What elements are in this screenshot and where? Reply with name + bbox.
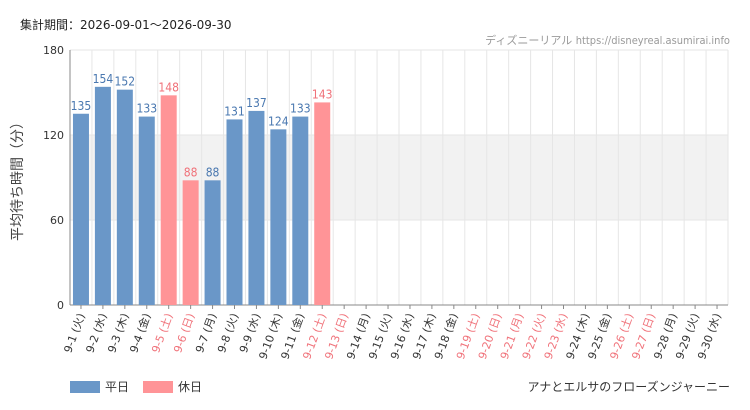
y-tick-label: 0 [57, 299, 64, 312]
bar-value-label: 133 [290, 102, 311, 116]
legend-weekday-label: 平日 [105, 380, 130, 394]
bar [248, 110, 265, 306]
bar [226, 119, 243, 306]
bar-value-label: 124 [268, 114, 289, 128]
holiday-swatch [143, 380, 174, 393]
bar-value-label: 133 [136, 102, 157, 116]
bar-value-label: 152 [115, 75, 136, 89]
y-tick-label: 60 [50, 214, 64, 227]
source-url[interactable]: https://disneyreal.asumirai.info [575, 34, 730, 47]
weekday-swatch [70, 380, 100, 393]
y-tick-label: 180 [43, 44, 64, 57]
bar-value-label: 131 [224, 104, 245, 118]
source-credit[interactable]: ディズニーリアル https://disneyreal.asumirai.inf… [485, 32, 730, 48]
bar-value-label: 137 [246, 96, 267, 110]
legend-item-weekday: 平日 [70, 378, 129, 395]
bar [138, 116, 155, 305]
y-tick-label: 120 [43, 129, 64, 142]
attraction-name: アナとエルサのフローズンジャーニー [527, 380, 730, 394]
legend-item-holiday: 休日 [143, 378, 202, 395]
bar-value-label: 154 [93, 72, 114, 86]
bar [160, 95, 177, 305]
bar [94, 86, 111, 305]
bar [116, 89, 133, 306]
bar-value-label: 88 [206, 165, 220, 179]
bar [292, 116, 309, 305]
bar [204, 180, 221, 305]
legend: 平日 休日 [70, 378, 202, 395]
bar [72, 113, 89, 305]
legend-holiday-label: 休日 [178, 380, 203, 394]
source-name: ディズニーリアル [485, 34, 573, 47]
bar-value-label: 135 [71, 99, 92, 113]
bar-value-label: 88 [184, 165, 198, 179]
bar-value-label: 148 [158, 80, 179, 94]
period-label: 集計期間：2026-09-01～2026-09-30 [20, 18, 232, 32]
bar [270, 129, 287, 305]
bar [182, 180, 199, 305]
bar-value-label: 143 [312, 87, 333, 101]
bar [314, 102, 331, 306]
